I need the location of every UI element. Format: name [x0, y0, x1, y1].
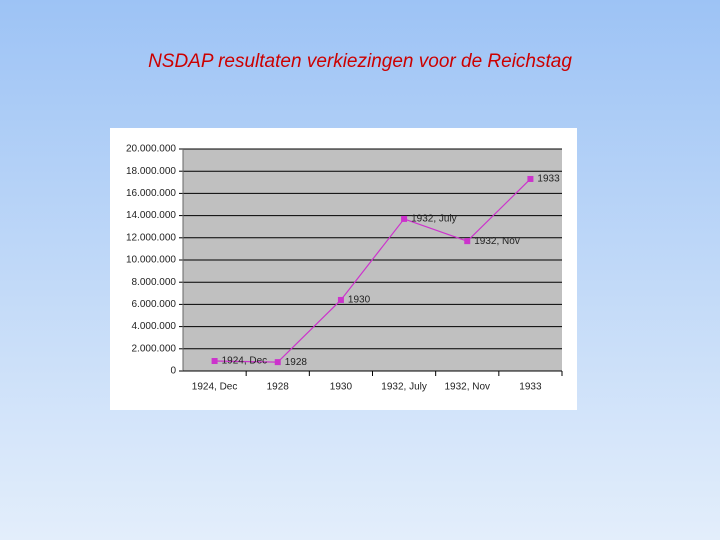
y-tick-label: 12.000.000	[126, 232, 176, 243]
y-tick-label: 2.000.000	[132, 343, 177, 354]
x-tick-label: 1933	[519, 382, 542, 393]
y-tick-label: 6.000.000	[132, 299, 177, 310]
y-tick-label: 16.000.000	[126, 188, 176, 199]
point-label: 1930	[348, 295, 371, 306]
x-tick-label: 1932, July	[381, 382, 427, 393]
point-label: 1924, Dec	[222, 356, 268, 367]
point-label: 1928	[285, 357, 308, 368]
x-tick-label: 1932, Nov	[444, 382, 490, 393]
data-point	[527, 175, 534, 182]
y-tick-label: 18.000.000	[126, 166, 176, 177]
chart-title: NSDAP resultaten verkiezingen voor de Re…	[148, 51, 572, 72]
series-line	[214, 178, 531, 363]
x-tick-label: 1924, Dec	[192, 382, 238, 393]
data-point	[464, 238, 471, 245]
data-point	[337, 296, 344, 303]
y-tick-label: 4.000.000	[132, 321, 177, 332]
y-tick-label: 20.000.000	[126, 144, 176, 155]
point-label: 1932, Nov	[474, 236, 520, 247]
x-tick-label: 1930	[330, 382, 353, 393]
point-label: 1932, July	[411, 214, 457, 225]
y-tick-label: 0	[170, 366, 176, 377]
y-tick-label: 10.000.000	[126, 255, 176, 266]
data-point	[274, 359, 281, 366]
data-point	[401, 215, 408, 222]
x-tick-label: 1928	[267, 382, 290, 393]
point-label: 1933	[537, 174, 560, 185]
data-point	[211, 358, 218, 365]
y-tick-label: 8.000.000	[132, 277, 177, 288]
y-tick-label: 14.000.000	[126, 210, 176, 221]
